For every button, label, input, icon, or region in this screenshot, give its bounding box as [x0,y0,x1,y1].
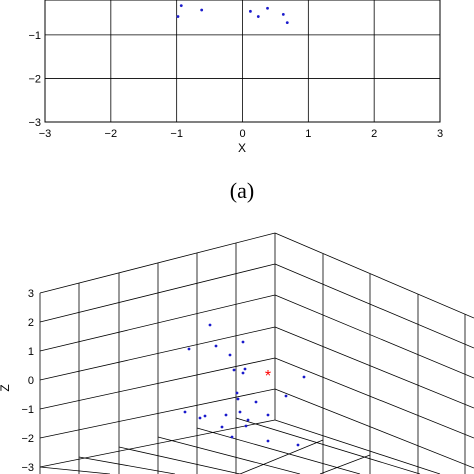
z-tick-label: 1 [28,346,34,358]
data-point-3d [214,344,218,348]
data-point [176,15,180,18]
z-tick-label: 3 [28,288,34,300]
data-point-3d [198,416,202,420]
data-point-3d [203,414,207,418]
data-point-3d [284,394,288,398]
data-point-3d [236,397,240,401]
plot-a-grid [45,0,440,122]
data-point-3d [230,435,234,439]
x-axis-label: X [238,141,246,155]
data-point [266,6,269,10]
x-tick-label: −2 [105,128,118,140]
data-point-3d [235,391,239,395]
data-point [179,4,183,8]
data-point-3d [244,424,248,428]
z-tick-label: 2 [28,317,34,329]
data-point-3d [243,367,247,371]
caption-a: (a) [230,178,254,203]
data-point [200,8,204,12]
data-point-3d [302,375,306,379]
x-tick-label: 0 [239,128,245,140]
data-point [285,21,289,25]
plot-a-points [176,4,289,25]
data-point-3d [220,425,224,429]
data-point-3d [241,371,245,375]
data-point-3d [208,323,212,327]
data-point [249,9,252,13]
data-point [281,12,285,16]
data-point-3d [232,368,236,372]
data-point-3d [266,413,270,417]
data-point-3d [296,443,300,447]
plot-a: −3 −2 −1 0 1 2 3 −1 −2 −3 X [28,0,443,155]
data-point-3d [241,340,245,344]
x-tick-label: −1 [170,128,183,140]
x-tick-label: 3 [437,128,443,140]
plot-a-y-ticks: −1 −2 −3 [28,30,41,129]
plot-b: 3 2 1 0 −1 −2 −3 Z * [0,232,474,474]
z-axis-label: Z [0,384,12,391]
data-point [256,15,260,18]
y-tick-label: −2 [28,73,41,85]
x-tick-label: −3 [39,128,52,140]
plot-b-points [183,323,306,447]
data-point-3d [254,400,258,404]
plot-b-z-ticks: 3 2 1 0 −1 −2 −3 [21,288,34,474]
data-point-3d [183,410,187,414]
y-tick-label: −3 [28,117,41,129]
data-point-3d [228,353,232,357]
data-point-3d [224,413,228,417]
red-star-marker: * [265,368,271,385]
data-point-3d [266,439,270,443]
x-tick-label: 1 [305,128,311,140]
z-tick-label: 0 [28,375,34,387]
data-point-3d [238,410,242,414]
z-tick-label: −1 [21,404,34,416]
plot-b-grid [39,232,474,474]
y-tick-label: −1 [28,30,41,42]
x-tick-label: 2 [371,128,377,140]
plot-a-x-ticks: −3 −2 −1 0 1 2 3 [39,128,443,140]
z-tick-label: −2 [21,433,34,445]
data-point-3d [187,347,191,351]
z-tick-label: −3 [21,462,34,474]
data-point-3d [246,418,250,422]
